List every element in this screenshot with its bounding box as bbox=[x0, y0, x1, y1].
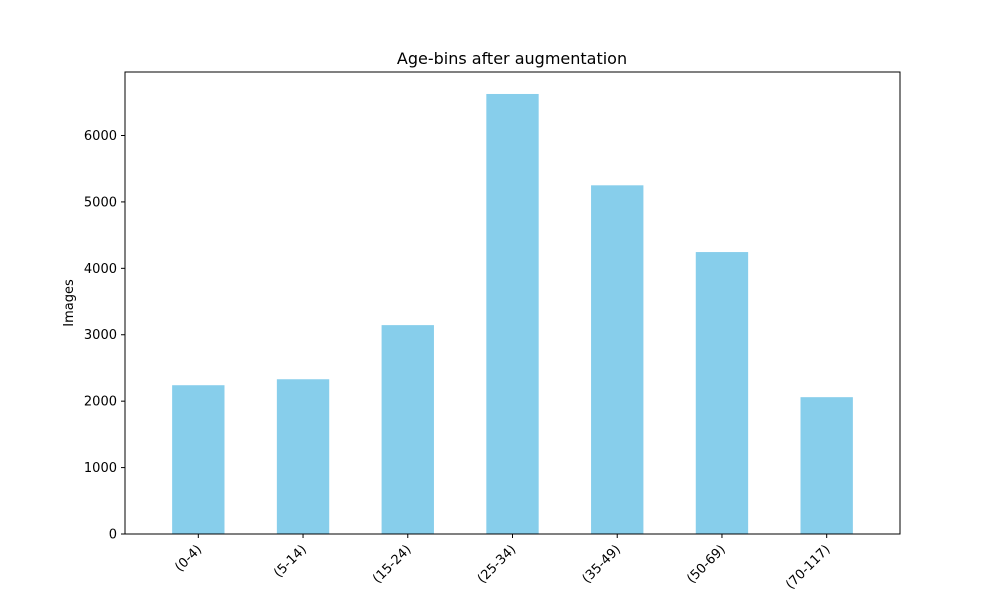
bar-1 bbox=[172, 385, 225, 534]
bar-2 bbox=[276, 379, 330, 534]
bars-group bbox=[172, 93, 853, 534]
y-axis-label: Images bbox=[62, 279, 77, 327]
y-tick-label: 3000 bbox=[84, 328, 117, 343]
y-tick-label: 4000 bbox=[84, 262, 117, 277]
y-tick-label: 0 bbox=[109, 528, 117, 543]
bar-5 bbox=[591, 185, 644, 534]
y-axis-ticks: 0 1000 2000 3000 4000 5000 6000 bbox=[84, 129, 125, 543]
bar-3 bbox=[381, 325, 434, 534]
y-tick-label: 2000 bbox=[84, 395, 117, 410]
y-tick-label: 6000 bbox=[84, 129, 117, 144]
bar-7 bbox=[800, 397, 853, 534]
y-tick-label: 5000 bbox=[84, 195, 117, 210]
plot-frame bbox=[124, 71, 901, 535]
y-tick-label: 1000 bbox=[84, 461, 117, 476]
bar-6 bbox=[695, 252, 749, 534]
chart-title: Age-bins after augmentation bbox=[397, 49, 627, 68]
bar-4 bbox=[486, 93, 539, 534]
